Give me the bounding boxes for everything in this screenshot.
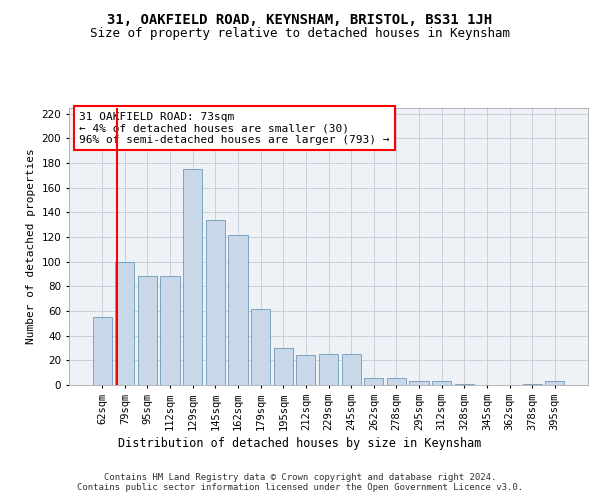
Bar (455, 384, 474, 385)
Bar (160, 276, 180, 385)
Text: 31, OAKFIELD ROAD, KEYNSHAM, BRISTOL, BS31 1JH: 31, OAKFIELD ROAD, KEYNSHAM, BRISTOL, BS… (107, 12, 493, 26)
Text: Distribution of detached houses by size in Keynsham: Distribution of detached houses by size … (118, 438, 482, 450)
Y-axis label: Number of detached properties: Number of detached properties (26, 148, 36, 344)
Bar (115, 262, 134, 385)
Bar (229, 234, 248, 385)
Bar (387, 378, 406, 385)
Bar (319, 354, 338, 385)
Bar (364, 378, 383, 385)
Bar (296, 356, 316, 385)
Bar (341, 354, 361, 385)
Bar (545, 382, 565, 385)
Bar (523, 384, 542, 385)
Bar (409, 382, 428, 385)
Bar (251, 308, 270, 385)
Bar (92, 317, 112, 385)
Bar (432, 382, 451, 385)
Bar (138, 276, 157, 385)
Bar (206, 220, 225, 385)
Text: 31 OAKFIELD ROAD: 73sqm
← 4% of detached houses are smaller (30)
96% of semi-det: 31 OAKFIELD ROAD: 73sqm ← 4% of detached… (79, 112, 390, 145)
Bar (274, 348, 293, 385)
Text: Contains HM Land Registry data © Crown copyright and database right 2024.
Contai: Contains HM Land Registry data © Crown c… (77, 472, 523, 492)
Bar (183, 169, 202, 385)
Text: Size of property relative to detached houses in Keynsham: Size of property relative to detached ho… (90, 28, 510, 40)
